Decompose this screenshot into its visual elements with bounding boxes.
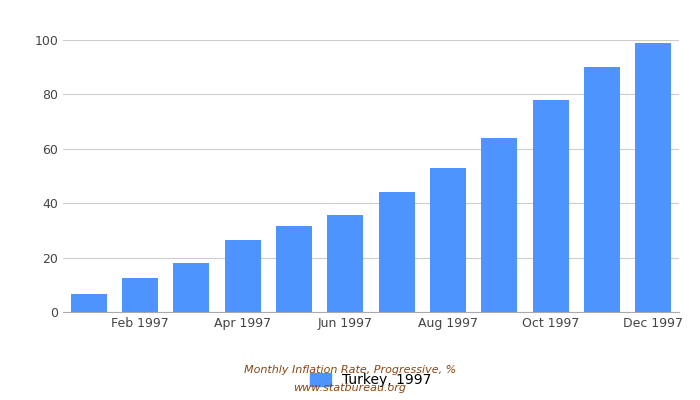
Bar xyxy=(328,216,363,312)
Legend: Turkey, 1997: Turkey, 1997 xyxy=(304,368,438,393)
Bar xyxy=(174,263,209,312)
Bar xyxy=(636,43,671,312)
Bar xyxy=(379,192,414,312)
Text: Monthly Inflation Rate, Progressive, %: Monthly Inflation Rate, Progressive, % xyxy=(244,365,456,375)
Bar xyxy=(276,226,312,312)
Bar xyxy=(482,138,517,312)
Bar xyxy=(122,278,158,312)
Bar xyxy=(71,294,106,312)
Bar xyxy=(533,100,568,312)
Bar xyxy=(225,240,260,312)
Bar xyxy=(584,67,620,312)
Text: www.statbureau.org: www.statbureau.org xyxy=(293,383,407,393)
Bar xyxy=(430,168,466,312)
